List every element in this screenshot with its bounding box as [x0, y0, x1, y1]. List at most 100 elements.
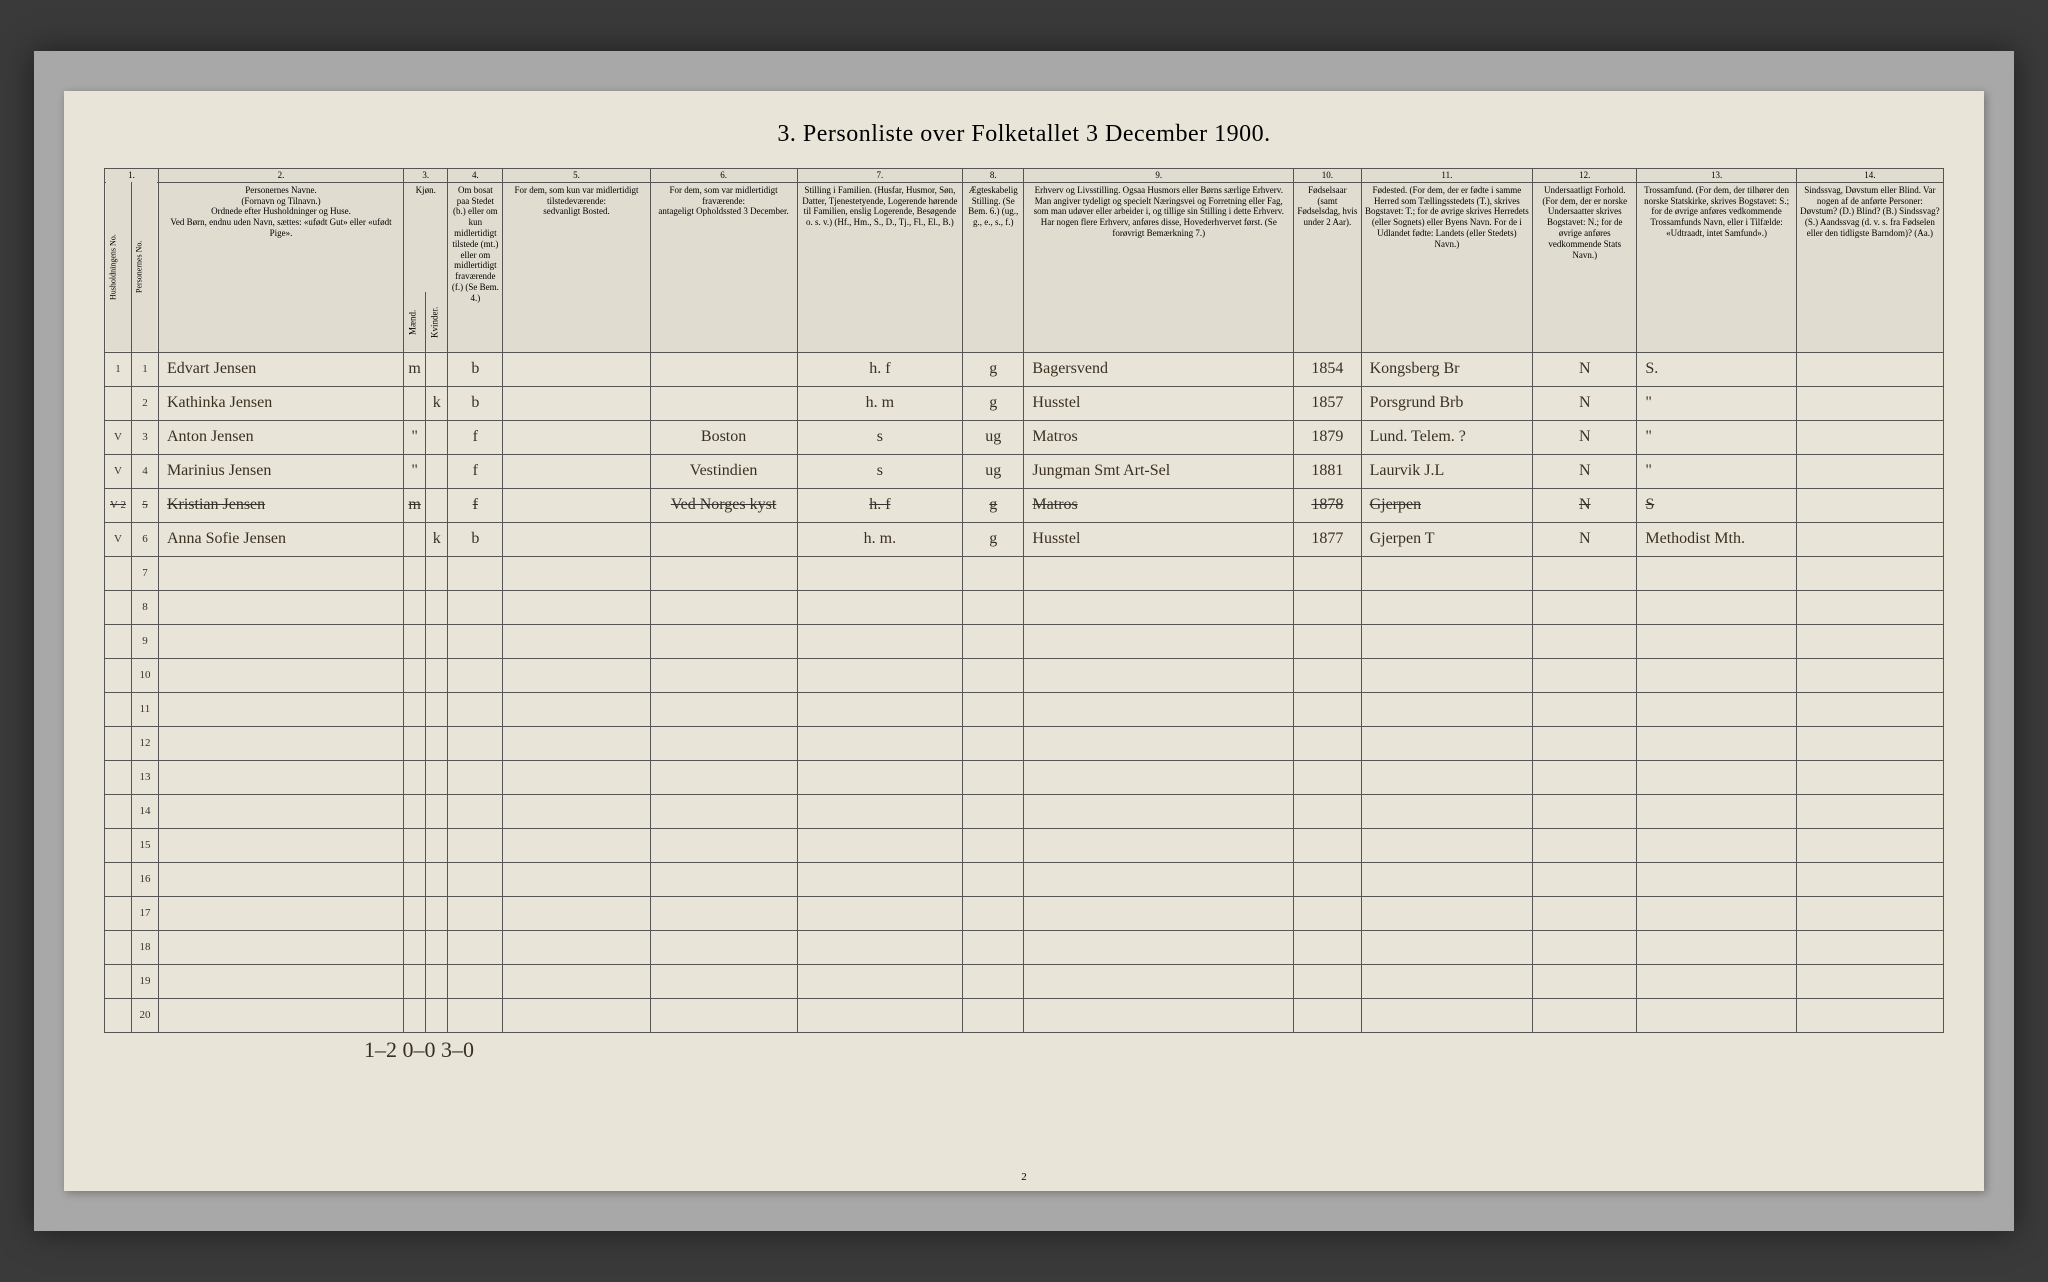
table-row: 7: [105, 556, 1944, 590]
cell-sex-m: [404, 862, 426, 896]
cell-sex-m: [404, 896, 426, 930]
cell-name: [158, 624, 403, 658]
cell-sex-k: [426, 658, 448, 692]
cell-household: [105, 658, 132, 692]
cell-away: Ved Norges kyst: [650, 488, 797, 522]
cell-occupation: [1024, 930, 1294, 964]
cell-person-no: 10: [131, 658, 158, 692]
cell-citizenship: [1533, 794, 1637, 828]
cell-sex-k: [426, 794, 448, 828]
colnum-3: 3.: [404, 169, 448, 183]
cell-away: [650, 522, 797, 556]
table-row: 20: [105, 998, 1944, 1032]
hdr-occupation: Erhverv og Livsstilling. Ogsaa Husmors e…: [1024, 182, 1294, 352]
cell-religion: [1637, 896, 1796, 930]
table-row: 11: [105, 692, 1944, 726]
table-row: V 25Kristian JensenmfVed Norges kysth. f…: [105, 488, 1944, 522]
cell-person-no: 6: [131, 522, 158, 556]
colnum-1: 1.: [105, 169, 159, 183]
table-row: 19: [105, 964, 1944, 998]
cell-sex-k: [426, 862, 448, 896]
table-row: 8: [105, 590, 1944, 624]
cell-marital: g: [963, 386, 1024, 420]
table-row: 13: [105, 760, 1944, 794]
cell-name: [158, 658, 403, 692]
cell-marital: [963, 896, 1024, 930]
cell-birthyear: [1294, 930, 1361, 964]
cell-religion: [1637, 862, 1796, 896]
cell-household: 1: [105, 352, 132, 386]
cell-birthyear: 1881: [1294, 454, 1361, 488]
table-row: 10: [105, 658, 1944, 692]
hdr-names: Personernes Navne. (Fornavn og Tilnavn.)…: [158, 182, 403, 352]
cell-name: [158, 828, 403, 862]
cell-citizenship: [1533, 590, 1637, 624]
cell-occupation: [1024, 998, 1294, 1032]
cell-sex-m: ": [404, 420, 426, 454]
cell-name: [158, 896, 403, 930]
cell-disability: [1796, 794, 1943, 828]
cell-person-no: 14: [131, 794, 158, 828]
cell-sex-k: [426, 590, 448, 624]
table-row: 12: [105, 726, 1944, 760]
hdr-marital: Ægteskabelig Stilling. (Se Bem. 6.) (ug.…: [963, 182, 1024, 352]
scan-frame: 3. Personliste over Folketallet 3 Decemb…: [34, 51, 2014, 1231]
colnum-12: 12.: [1533, 169, 1637, 183]
cell-disability: [1796, 760, 1943, 794]
cell-position: [797, 692, 963, 726]
hdr-citizenship: Undersaatligt Forhold. (For dem, der er …: [1533, 182, 1637, 352]
cell-birthplace: [1361, 930, 1533, 964]
cell-temp: [503, 420, 650, 454]
cell-birthyear: [1294, 556, 1361, 590]
table-row: 9: [105, 624, 1944, 658]
cell-name: Anton Jensen: [158, 420, 403, 454]
cell-religion: [1637, 794, 1796, 828]
cell-person-no: 5: [131, 488, 158, 522]
cell-sex-m: [404, 760, 426, 794]
cell-citizenship: [1533, 658, 1637, 692]
cell-birthplace: [1361, 794, 1533, 828]
cell-presence: [448, 556, 503, 590]
cell-name: Marinius Jensen: [158, 454, 403, 488]
cell-marital: g: [963, 352, 1024, 386]
cell-away: [650, 726, 797, 760]
cell-position: h. f: [797, 488, 963, 522]
cell-person-no: 13: [131, 760, 158, 794]
cell-presence: f: [448, 420, 503, 454]
cell-away: [650, 692, 797, 726]
cell-temp: [503, 692, 650, 726]
hdr-sex: Kjøn.: [404, 182, 448, 292]
cell-household: V: [105, 454, 132, 488]
cell-disability: [1796, 658, 1943, 692]
cell-disability: [1796, 590, 1943, 624]
cell-disability: [1796, 420, 1943, 454]
cell-presence: [448, 760, 503, 794]
cell-presence: f: [448, 488, 503, 522]
cell-sex-m: [404, 726, 426, 760]
cell-household: V: [105, 420, 132, 454]
cell-sex-m: [404, 998, 426, 1032]
colnum-11: 11.: [1361, 169, 1533, 183]
footer-tally: 1–2 0–0 3–0: [104, 1037, 1944, 1063]
cell-sex-m: [404, 794, 426, 828]
colnum-5: 5.: [503, 169, 650, 183]
table-row: V3Anton Jensen"fBostonsugMatros1879Lund.…: [105, 420, 1944, 454]
cell-religion: [1637, 658, 1796, 692]
cell-disability: [1796, 624, 1943, 658]
cell-citizenship: [1533, 896, 1637, 930]
cell-temp: [503, 590, 650, 624]
cell-disability: [1796, 896, 1943, 930]
cell-sex-k: [426, 624, 448, 658]
cell-sex-k: k: [426, 522, 448, 556]
cell-temp: [503, 658, 650, 692]
hdr-household-no: Husholdningens No.: [105, 182, 132, 352]
cell-sex-k: [426, 964, 448, 998]
cell-name: [158, 930, 403, 964]
cell-position: s: [797, 454, 963, 488]
hdr-birthplace: Fødested. (For dem, der er fødte i samme…: [1361, 182, 1533, 352]
cell-occupation: [1024, 964, 1294, 998]
cell-away: [650, 998, 797, 1032]
cell-birthyear: [1294, 760, 1361, 794]
cell-position: h. m.: [797, 522, 963, 556]
cell-birthyear: [1294, 658, 1361, 692]
